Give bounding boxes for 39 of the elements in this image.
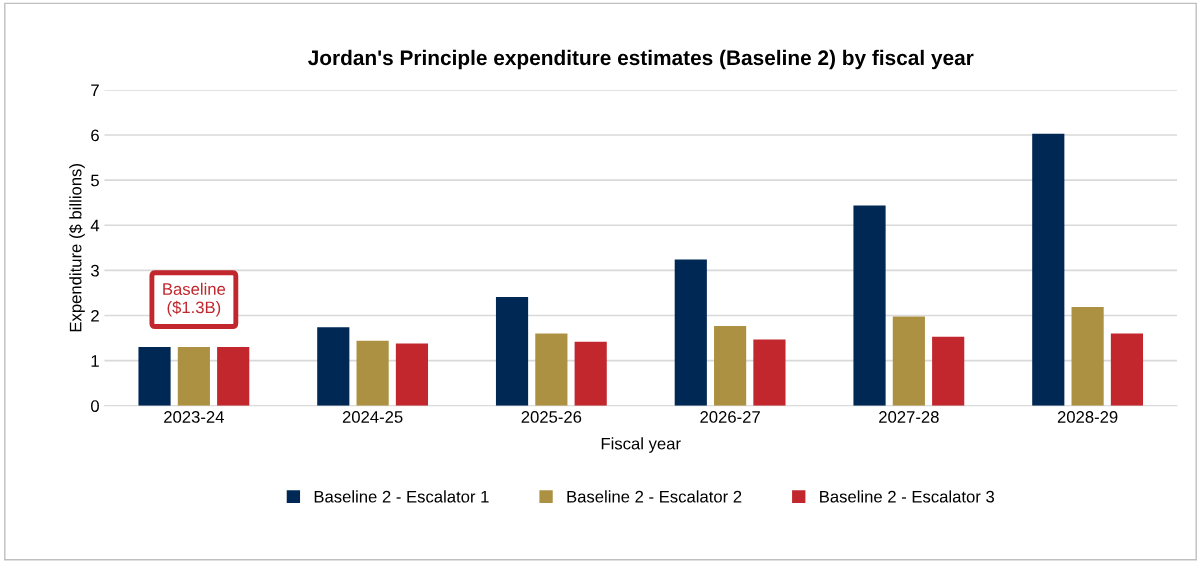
bar	[674, 259, 707, 406]
bar	[317, 327, 350, 406]
bar	[1071, 306, 1104, 406]
bar	[1110, 333, 1144, 406]
bar	[177, 347, 210, 406]
bar	[395, 343, 429, 406]
y-tick-label: 4	[90, 219, 100, 232]
bar	[574, 341, 607, 406]
x-tick-label: 2023-24	[164, 411, 224, 423]
bar	[892, 316, 925, 406]
bar	[1032, 133, 1065, 406]
y-axis-title: Expenditure ($ billions)	[69, 164, 85, 332]
bar	[138, 347, 171, 406]
bar	[714, 325, 747, 406]
bar	[535, 333, 568, 406]
y-tick-label: 7	[91, 84, 99, 96]
x-tick-label: 2027-28	[879, 411, 939, 423]
y-tick-label: 1	[91, 355, 99, 367]
y-tick-label: 6	[91, 129, 99, 142]
bar	[753, 339, 786, 406]
legend-label: Baseline 2 - Escalator 1	[314, 490, 489, 503]
annotation: Baseline ($1.3B)	[163, 282, 226, 317]
x-tick-label: 2028-29	[1057, 411, 1118, 423]
y-tick-label: 0	[91, 400, 99, 412]
bar	[932, 336, 965, 406]
x-axis-title: Fiscal year	[601, 437, 681, 453]
x-tick-label: 2025-26	[521, 411, 582, 423]
legend-label: Baseline 2 - Escalator 2	[567, 490, 742, 503]
x-tick-label: 2026-27	[700, 411, 760, 423]
bar	[495, 297, 529, 406]
legend-label: Baseline 2 - Escalator 3	[820, 490, 995, 503]
bar	[853, 205, 886, 406]
x-tick-label: 2024-25	[342, 411, 403, 423]
bar	[356, 340, 389, 406]
chart-title: Jordan's Principle expenditure estimates (Baseline 2) by fiscal year	[308, 49, 974, 70]
y-tick-label: 5	[91, 174, 99, 187]
y-tick-label: 3	[90, 264, 99, 277]
y-tick-label: 2	[91, 309, 99, 322]
bar	[217, 347, 250, 406]
